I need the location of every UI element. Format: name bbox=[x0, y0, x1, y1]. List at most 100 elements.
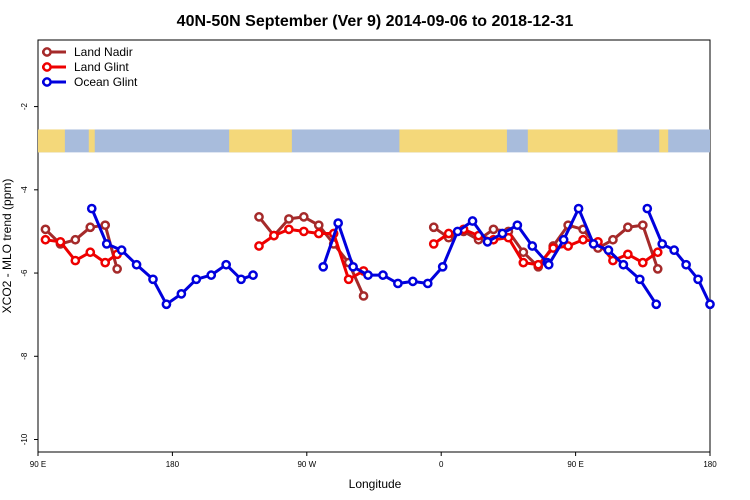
series-line bbox=[321, 219, 549, 285]
data-point bbox=[393, 278, 403, 289]
data-point bbox=[482, 236, 493, 247]
data-point bbox=[573, 203, 584, 214]
data-point bbox=[176, 289, 187, 299]
data-point bbox=[313, 220, 324, 231]
data-point bbox=[269, 230, 279, 241]
data-point bbox=[284, 214, 294, 224]
data-point bbox=[298, 226, 309, 237]
data-point bbox=[318, 261, 329, 272]
world-map-strip bbox=[38, 129, 710, 153]
y-tick-label: -4 bbox=[20, 186, 29, 194]
data-point bbox=[40, 234, 51, 245]
data-point bbox=[148, 274, 158, 285]
data-point bbox=[333, 218, 344, 228]
data-point bbox=[488, 224, 499, 235]
legend-swatch-marker bbox=[42, 62, 52, 72]
x-tick-label: 180 bbox=[166, 460, 180, 469]
data-point bbox=[131, 259, 142, 270]
data-point bbox=[343, 274, 354, 285]
data-point bbox=[623, 222, 633, 233]
data-point bbox=[548, 243, 559, 253]
data-point bbox=[642, 203, 653, 214]
y-tick-label: -8 bbox=[20, 352, 29, 360]
chart-title: 40N-50N September (Ver 9) 2014-09-06 to … bbox=[177, 13, 574, 30]
data-point bbox=[428, 222, 439, 233]
x-axis: 90 E 180 90 W 0 90 E 180 bbox=[30, 452, 717, 469]
map-land-band bbox=[659, 129, 669, 153]
data-point bbox=[637, 257, 648, 268]
data-point bbox=[298, 212, 309, 222]
data-point bbox=[578, 234, 588, 245]
map-land-band bbox=[229, 129, 292, 153]
series-land-nadir bbox=[40, 212, 663, 301]
x-axis-label: Longitude bbox=[349, 477, 402, 491]
data-point bbox=[254, 241, 264, 251]
data-point bbox=[85, 222, 96, 233]
y-tick-label: -2 bbox=[20, 102, 29, 110]
data-point bbox=[518, 257, 529, 268]
data-point bbox=[313, 228, 324, 239]
legend-item: Land Glint bbox=[42, 60, 129, 74]
data-point bbox=[161, 299, 172, 310]
data-point bbox=[558, 234, 569, 245]
data-point bbox=[681, 259, 691, 270]
legend-item: Ocean Glint bbox=[42, 75, 138, 89]
data-point bbox=[100, 220, 111, 231]
data-point bbox=[443, 228, 454, 239]
data-point bbox=[363, 270, 373, 280]
data-point bbox=[86, 203, 97, 214]
data-point bbox=[206, 270, 217, 280]
data-point bbox=[588, 239, 599, 249]
data-point bbox=[70, 255, 81, 266]
data-point bbox=[533, 259, 544, 270]
data-point bbox=[623, 249, 633, 260]
data-point bbox=[407, 276, 418, 287]
data-point bbox=[70, 234, 81, 245]
data-point bbox=[101, 239, 112, 249]
series-ocean-glint bbox=[86, 203, 715, 310]
series-line bbox=[432, 227, 659, 267]
plot-area bbox=[37, 39, 711, 453]
data-point bbox=[55, 236, 66, 247]
data-point bbox=[512, 220, 523, 231]
data-point bbox=[100, 257, 111, 268]
data-point bbox=[693, 274, 703, 285]
map-land-band bbox=[527, 129, 618, 153]
x-tick-label: 90 W bbox=[297, 460, 316, 469]
data-point bbox=[657, 239, 668, 249]
data-point bbox=[40, 224, 51, 235]
data-point bbox=[652, 264, 663, 274]
legend-swatch-marker bbox=[42, 47, 52, 57]
data-point bbox=[248, 270, 258, 280]
y-axis: -2 -4 -6 -8 -10 bbox=[20, 102, 38, 445]
series-layer bbox=[40, 203, 715, 310]
data-point bbox=[652, 247, 663, 258]
legend-label: Ocean Glint bbox=[74, 75, 138, 89]
data-point bbox=[618, 259, 629, 270]
data-point bbox=[358, 291, 369, 301]
data-point bbox=[651, 299, 662, 310]
data-point bbox=[236, 274, 246, 285]
data-point bbox=[254, 212, 264, 222]
legend-swatch-marker bbox=[42, 77, 52, 87]
x-tick-label: 90 E bbox=[567, 460, 583, 469]
data-point bbox=[518, 247, 529, 258]
data-point bbox=[85, 247, 96, 258]
x-tick-label: 90 E bbox=[30, 460, 46, 469]
data-point bbox=[378, 270, 388, 280]
data-point bbox=[637, 220, 648, 231]
data-point bbox=[608, 255, 618, 266]
data-point bbox=[284, 224, 294, 235]
data-point bbox=[116, 245, 127, 256]
map-land-band bbox=[88, 129, 95, 153]
data-point bbox=[191, 274, 202, 285]
map-land-band bbox=[38, 129, 65, 153]
map-land-band bbox=[399, 129, 507, 153]
data-point bbox=[563, 241, 573, 251]
data-point bbox=[348, 261, 358, 272]
map-land bbox=[38, 129, 669, 153]
data-point bbox=[543, 259, 554, 270]
data-point bbox=[452, 226, 463, 237]
